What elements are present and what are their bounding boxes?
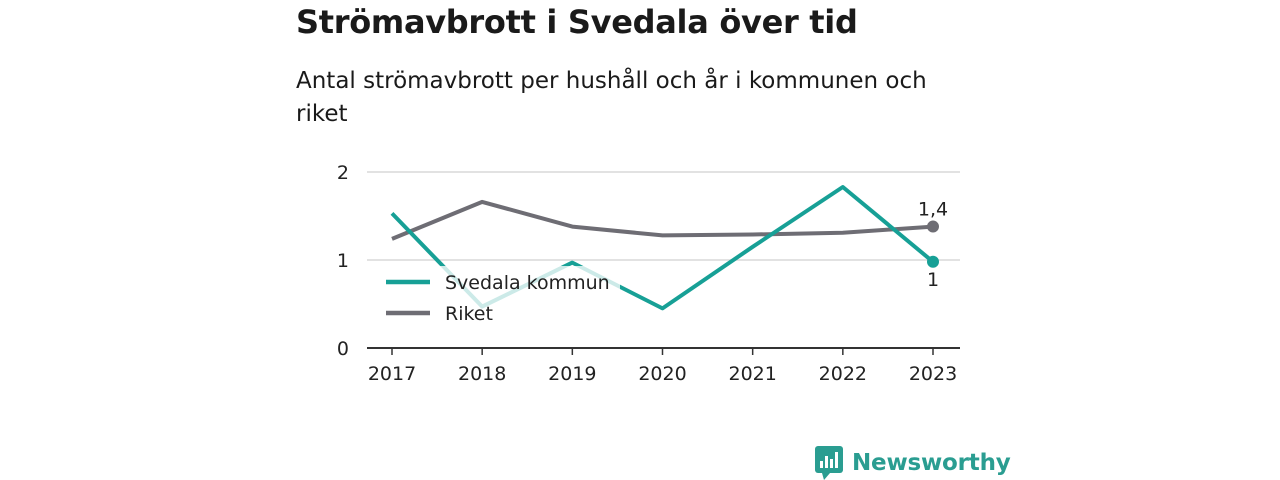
series-line xyxy=(391,199,934,241)
chart-title: Strömavbrott i Svedala över tid xyxy=(296,3,858,41)
y-tick-label: 1 xyxy=(337,250,349,272)
newsworthy-logo-text: Newsworthy xyxy=(852,450,1011,476)
end-value-label: 1 xyxy=(927,269,939,291)
end-value-label: 1,4 xyxy=(918,199,948,221)
legend-label: Svedala kommun xyxy=(445,272,610,294)
x-tick-label: 2023 xyxy=(909,363,957,385)
newsworthy-logo: Newsworthy xyxy=(815,446,1011,480)
x-tick-label: 2017 xyxy=(368,363,416,385)
x-tick-label: 2019 xyxy=(548,363,596,385)
series-endpoint xyxy=(927,255,939,268)
legend-label: Riket xyxy=(445,303,493,325)
x-tick-label: 2020 xyxy=(638,363,686,385)
legend-background xyxy=(380,266,620,330)
x-tick-label: 2022 xyxy=(819,363,867,385)
chart-subtitle: Antal strömavbrott per hushåll och år i … xyxy=(296,68,927,127)
x-tick-label: 2018 xyxy=(458,363,506,385)
y-tick-label: 0 xyxy=(337,338,349,360)
newsworthy-logo-icon xyxy=(815,446,843,480)
series-endpoint xyxy=(927,220,939,233)
y-tick-label: 2 xyxy=(337,162,349,184)
x-tick-label: 2021 xyxy=(728,363,776,385)
